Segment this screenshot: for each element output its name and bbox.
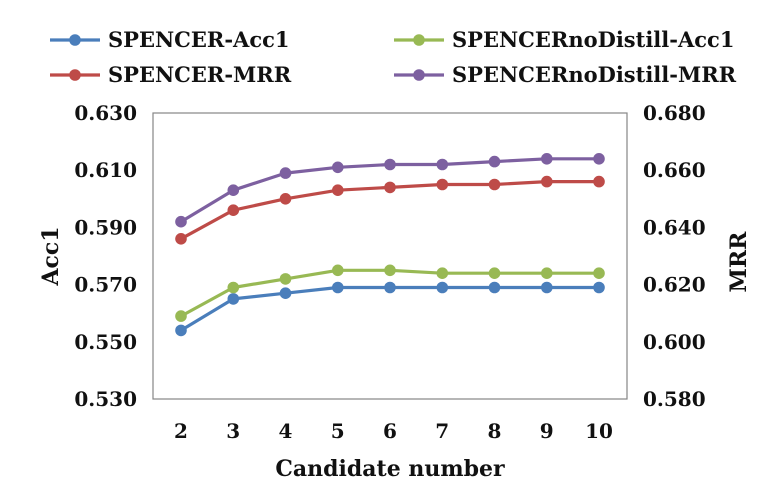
data-point <box>593 281 605 294</box>
data-point <box>175 215 187 228</box>
legend-swatch-marker <box>69 34 81 46</box>
legend-swatch-marker <box>69 69 81 81</box>
series-spencernodistill-mrr <box>175 153 605 228</box>
x-tick-label: 4 <box>279 419 293 443</box>
data-point <box>488 267 501 280</box>
data-point <box>436 281 449 294</box>
data-point <box>175 233 187 245</box>
y-tick-label: 0.610 <box>74 158 137 182</box>
series-line <box>180 285 599 332</box>
y2-tick-label: 0.680 <box>643 101 706 125</box>
x-axis-ticks: 2 3 4 5 6 7 8 9 10 <box>174 419 613 443</box>
y2-tick-label: 0.620 <box>643 273 706 297</box>
data-point <box>541 267 553 280</box>
series-spencer-acc1 <box>175 281 605 337</box>
x-tick-label: 8 <box>488 419 502 443</box>
y-axis-left-ticks: 0.530 0.550 0.570 0.590 0.610 0.630 <box>74 101 137 411</box>
data-point <box>175 324 187 337</box>
legend-label: SPENCERnoDistill-MRR <box>452 62 737 87</box>
y-axis-left-title: Acc1 <box>38 226 64 286</box>
data-point <box>227 204 240 216</box>
data-point <box>384 281 396 294</box>
data-point <box>436 267 449 280</box>
series-layer <box>175 153 605 337</box>
data-point <box>488 178 501 191</box>
data-point <box>593 153 605 165</box>
data-point <box>541 281 553 294</box>
data-point <box>279 273 292 285</box>
data-point <box>436 158 449 171</box>
series-spencer-mrr <box>175 175 605 245</box>
legend-swatch-marker <box>413 69 425 81</box>
x-tick-label: 6 <box>383 419 397 443</box>
data-point <box>593 175 605 188</box>
legend-label: SPENCERnoDistill-Acc1 <box>452 27 734 52</box>
legend: SPENCER-Acc1 SPENCER-MRR SPENCERnoDistill-… <box>50 27 737 87</box>
x-tick-label: 7 <box>435 419 449 443</box>
y-tick-label: 0.550 <box>74 330 137 354</box>
y2-tick-label: 0.580 <box>643 387 706 411</box>
y-axis-right-title: MRR <box>726 231 752 293</box>
y-tick-label: 0.530 <box>74 387 137 411</box>
x-tick-label: 9 <box>540 419 554 443</box>
data-point <box>175 310 187 322</box>
x-tick-label: 5 <box>331 419 345 443</box>
legend-item: SPENCERnoDistill-Acc1 <box>394 27 734 52</box>
legend-label: SPENCER-Acc1 <box>108 27 290 52</box>
x-tick-label: 10 <box>585 419 613 443</box>
legend-item: SPENCERnoDistill-MRR <box>394 62 737 87</box>
data-point <box>384 158 396 171</box>
data-point <box>279 193 292 205</box>
data-point <box>436 178 449 191</box>
legend-item: SPENCER-Acc1 <box>50 27 290 52</box>
data-point <box>541 153 553 165</box>
data-point <box>541 175 553 188</box>
data-point <box>488 155 501 168</box>
y2-tick-label: 0.600 <box>643 330 706 354</box>
data-point <box>279 167 292 179</box>
data-point <box>384 181 396 194</box>
series-spencernodistill-acc1 <box>175 264 605 322</box>
x-axis-title: Candidate number <box>275 456 505 482</box>
data-point <box>332 184 344 196</box>
legend-label: SPENCER-MRR <box>108 62 292 87</box>
y-axis-right-ticks: 0.580 0.600 0.620 0.640 0.660 0.680 <box>643 101 706 411</box>
data-point <box>332 161 344 174</box>
data-point <box>332 281 344 294</box>
data-point <box>279 287 292 300</box>
data-point <box>384 264 396 277</box>
y-tick-label: 0.590 <box>74 215 137 239</box>
y-tick-label: 0.570 <box>74 273 137 297</box>
x-tick-label: 3 <box>226 419 240 443</box>
legend-item: SPENCER-MRR <box>50 62 292 87</box>
x-tick-label: 2 <box>174 419 188 443</box>
data-point <box>227 281 240 294</box>
data-point <box>332 264 344 277</box>
data-point <box>227 293 240 305</box>
y2-tick-label: 0.640 <box>643 215 706 239</box>
data-point <box>227 184 240 196</box>
y2-tick-label: 0.660 <box>643 158 706 182</box>
plot-frame <box>152 112 628 400</box>
data-point <box>593 267 605 280</box>
data-point <box>488 281 501 294</box>
legend-swatch-marker <box>413 34 425 46</box>
y-tick-label: 0.630 <box>74 101 137 125</box>
